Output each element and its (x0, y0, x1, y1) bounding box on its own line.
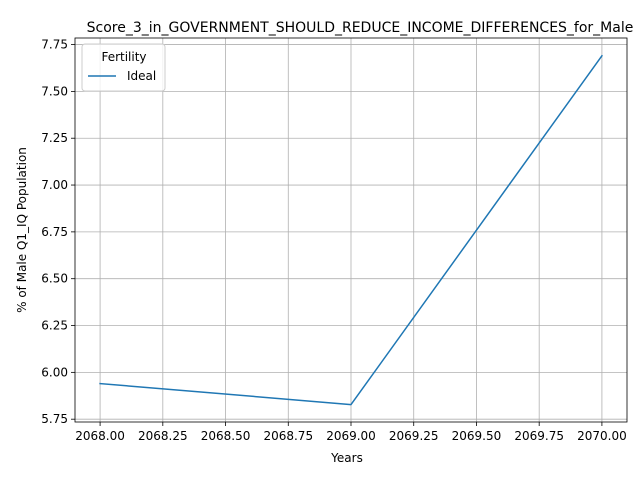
x-tick-label: 2068.75 (263, 429, 313, 443)
y-tick-label: 6.25 (41, 319, 68, 333)
y-axis-ticks: 5.75 6.00 6.25 6.50 6.75 7.00 7.25 7.50 7.75 (41, 38, 75, 426)
y-tick-label: 6.75 (41, 225, 68, 239)
y-tick-label: 7.75 (41, 38, 68, 52)
x-tick-label: 2068.25 (138, 429, 188, 443)
series-line-ideal (99, 54, 603, 406)
x-tick-label: 2070.00 (577, 429, 627, 443)
x-axis-ticks: 2068.00 2068.25 2068.50 2068.75 2069.00 2069.… (75, 422, 627, 443)
x-tick-label: 2069.00 (326, 429, 376, 443)
legend: Fertility Ideal (81, 43, 166, 92)
y-tick-label: 6.00 (41, 365, 68, 379)
legend-label-ideal: Ideal (127, 69, 156, 83)
y-tick-label: 5.75 (41, 412, 68, 426)
chart-title: Score_3_in_GOVERNMENT_SHOULD_REDUCE_INCO… (87, 20, 634, 36)
y-axis-label: % of Male Q1_IQ Population (15, 147, 29, 313)
series-layer (99, 54, 603, 406)
y-tick-label: 6.50 (41, 272, 68, 286)
grid-layer (75, 38, 627, 422)
x-axis-label: Years (330, 451, 363, 465)
x-tick-label: 2069.50 (452, 429, 502, 443)
x-tick-label: 2069.75 (514, 429, 564, 443)
legend-title: Fertility (101, 50, 146, 64)
y-tick-label: 7.00 (41, 178, 68, 192)
x-tick-label: 2068.50 (201, 429, 251, 443)
x-tick-label: 2068.00 (75, 429, 125, 443)
y-tick-label: 7.25 (41, 131, 68, 145)
y-tick-label: 7.50 (41, 84, 68, 98)
x-tick-label: 2069.25 (389, 429, 439, 443)
legend-box (81, 43, 166, 92)
